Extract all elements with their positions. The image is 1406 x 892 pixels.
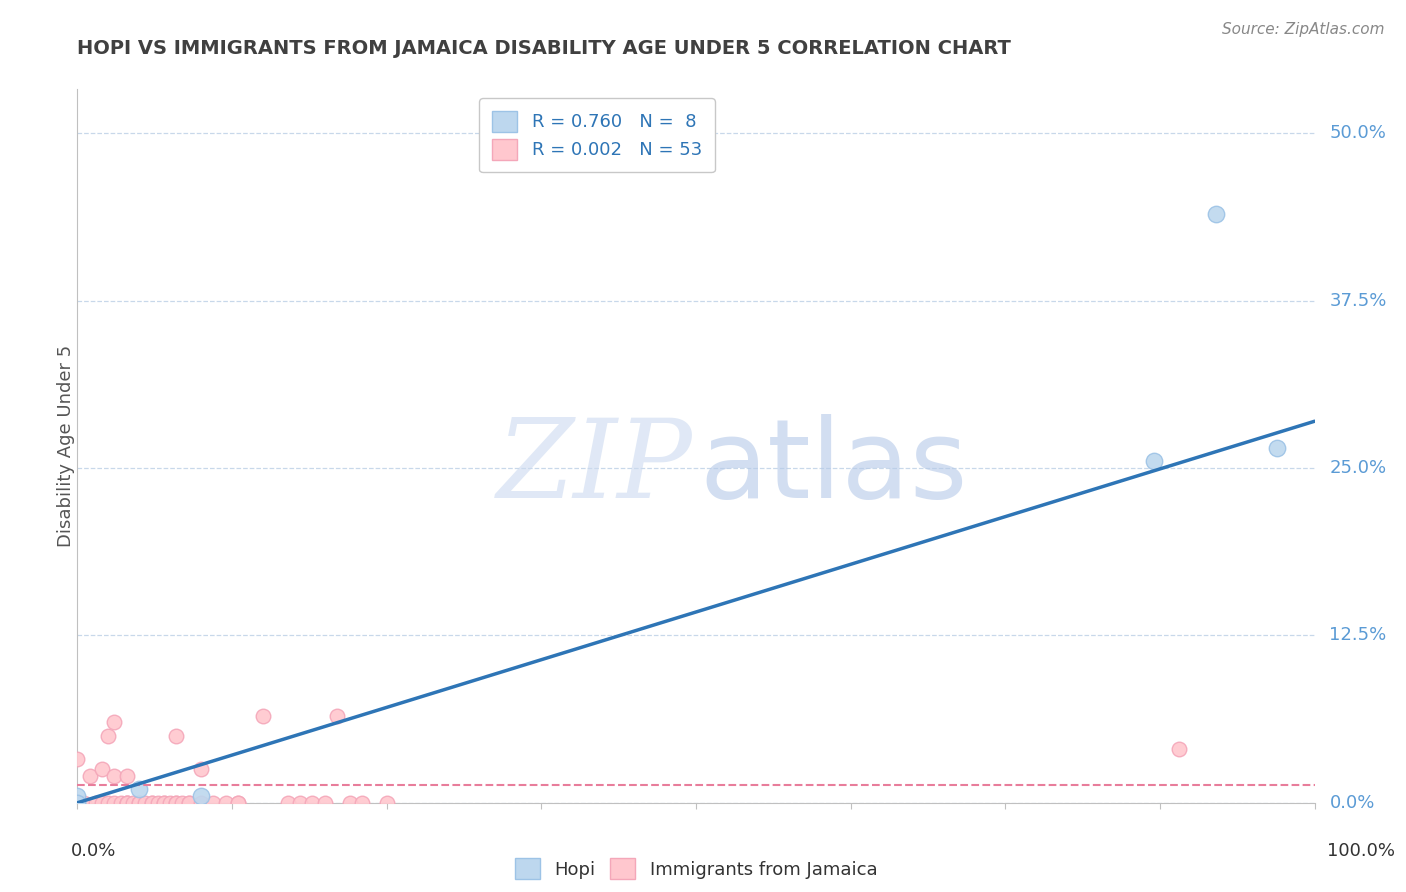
Point xyxy=(110,796,132,810)
Point xyxy=(301,796,323,810)
Point xyxy=(115,796,138,810)
Text: 0.0%: 0.0% xyxy=(1330,794,1375,812)
Point xyxy=(190,796,212,810)
Point xyxy=(177,796,200,810)
Y-axis label: Disability Age Under 5: Disability Age Under 5 xyxy=(58,345,75,547)
Point xyxy=(172,796,194,810)
Point xyxy=(128,782,150,797)
Point xyxy=(153,796,176,810)
Point xyxy=(66,789,89,803)
Point xyxy=(103,796,125,810)
Text: Source: ZipAtlas.com: Source: ZipAtlas.com xyxy=(1222,22,1385,37)
Point xyxy=(1143,454,1166,468)
Point xyxy=(134,796,156,810)
Point xyxy=(159,796,181,810)
Point xyxy=(115,796,138,810)
Text: 25.0%: 25.0% xyxy=(1330,459,1386,477)
Point xyxy=(66,796,89,810)
Point xyxy=(190,789,212,803)
Point xyxy=(128,796,150,810)
Text: ZIP: ZIP xyxy=(496,414,692,521)
Point xyxy=(66,796,89,810)
Point xyxy=(66,796,89,810)
Point xyxy=(177,796,200,810)
Point xyxy=(190,762,212,776)
Point xyxy=(91,762,114,776)
Point xyxy=(97,729,120,743)
Point xyxy=(66,796,89,810)
Point xyxy=(103,715,125,730)
Point xyxy=(1167,742,1189,756)
Point xyxy=(1205,207,1227,221)
Point xyxy=(252,708,274,723)
Point xyxy=(165,729,187,743)
Point xyxy=(79,769,101,783)
Legend: Hopi, Immigrants from Jamaica: Hopi, Immigrants from Jamaica xyxy=(508,851,884,887)
Point xyxy=(128,796,150,810)
Point xyxy=(66,796,89,810)
Point xyxy=(115,796,138,810)
Text: 12.5%: 12.5% xyxy=(1330,626,1386,644)
Point xyxy=(326,708,349,723)
Point xyxy=(215,796,238,810)
Point xyxy=(115,769,138,783)
Text: 100.0%: 100.0% xyxy=(1327,842,1395,860)
Text: 37.5%: 37.5% xyxy=(1330,292,1386,310)
Point xyxy=(165,796,187,810)
Point xyxy=(165,796,187,810)
Point xyxy=(146,796,169,810)
Point xyxy=(288,796,311,810)
Point xyxy=(72,796,94,810)
Point xyxy=(314,796,336,810)
Point xyxy=(1267,441,1289,455)
Point xyxy=(122,796,145,810)
Point xyxy=(226,796,249,810)
Point xyxy=(350,796,373,810)
Point xyxy=(226,796,249,810)
Text: atlas: atlas xyxy=(700,414,969,521)
Point xyxy=(141,796,163,810)
Point xyxy=(97,796,120,810)
Point xyxy=(103,769,125,783)
Point xyxy=(91,796,114,810)
Text: HOPI VS IMMIGRANTS FROM JAMAICA DISABILITY AGE UNDER 5 CORRELATION CHART: HOPI VS IMMIGRANTS FROM JAMAICA DISABILI… xyxy=(77,39,1011,58)
Point xyxy=(66,796,89,810)
Point xyxy=(84,796,107,810)
Point xyxy=(202,796,225,810)
Point xyxy=(153,796,176,810)
Point xyxy=(339,796,361,810)
Point xyxy=(66,796,89,810)
Point xyxy=(66,751,89,765)
Point xyxy=(375,796,398,810)
Text: 0.0%: 0.0% xyxy=(72,842,117,860)
Text: 50.0%: 50.0% xyxy=(1330,124,1386,143)
Point xyxy=(141,796,163,810)
Point xyxy=(277,796,299,810)
